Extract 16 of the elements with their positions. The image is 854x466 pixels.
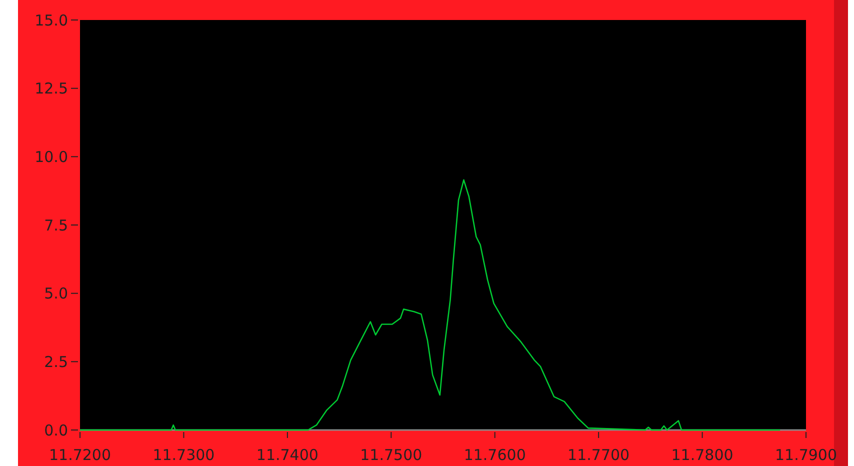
x-tick-label: 11.7800 [671,446,734,464]
y-tick-label: 0.0 [44,421,68,440]
y-tick-label: 10.0 [34,148,68,166]
x-tick-label: 11.7400 [256,446,318,464]
y-tick-label: 12.5 [34,80,68,98]
x-tick-label: 11.7200 [48,446,112,464]
y-tick-label: 5.0 [44,284,68,303]
y-tick-label: 7.5 [44,216,68,234]
line-series [80,179,781,431]
x-tick-label: 11.7300 [152,446,215,464]
y-tick-label: 15.0 [34,11,68,30]
x-tick-label: 11.7700 [568,446,630,464]
x-tick-label: 11.7500 [360,446,422,464]
x-tick-label: 11.7600 [464,446,526,464]
x-tick-label: 11.7900 [774,446,838,464]
y-tick-label: 2.5 [44,352,68,371]
